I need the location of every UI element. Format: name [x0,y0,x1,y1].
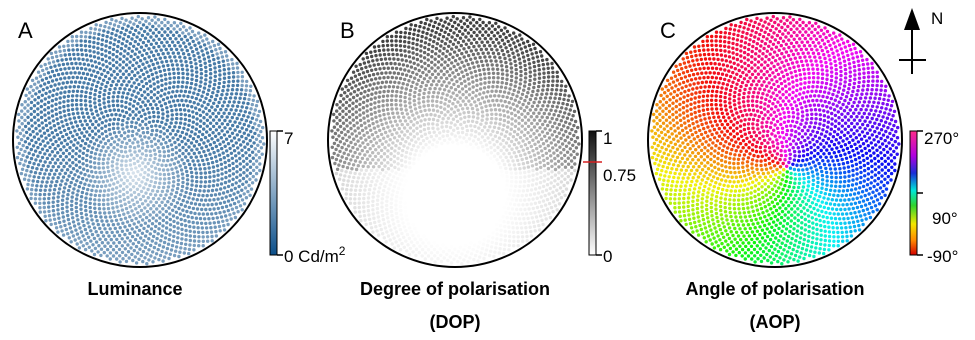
luminance-max-label: 7 [284,129,293,148]
aop-colorbar [910,131,917,255]
aop-caption-line2: (AOP) [750,312,801,332]
north-arrow-icon [899,8,926,74]
aop-max-label: 270° [924,129,959,148]
luminance-colorbar [270,131,277,255]
luminance-min-label: 0 Cd/m2 [284,244,346,266]
aop-mid-label: 90° [932,209,958,228]
panel-letter-c: C [660,18,676,43]
panel-b: B 1 0.75 0 Degree of polarisation (DOP) [328,13,636,332]
panel-letter-a: A [18,18,33,43]
dop-threshold-label: 0.75 [603,166,636,185]
panel-c: C 270° 90° -90° Angle of polarisation (A… [648,8,959,332]
dop-caption-line2: (DOP) [430,312,481,332]
north-label: N [931,9,943,28]
dop-max-label: 1 [603,129,612,148]
dop-colorbar [589,131,596,255]
aop-min-label: -90° [927,247,958,266]
panel-a: A 7 0 Cd/m2 Luminance [13,13,346,299]
dop-caption-line1: Degree of polarisation [360,279,550,299]
aop-caption-line1: Angle of polarisation [685,279,864,299]
dop-dot-field [330,15,580,266]
luminance-caption: Luminance [87,279,182,299]
luminance-dot-field [15,15,265,266]
aop-dot-field [650,15,900,266]
panel-letter-b: B [340,18,355,43]
dop-min-label: 0 [603,247,612,266]
